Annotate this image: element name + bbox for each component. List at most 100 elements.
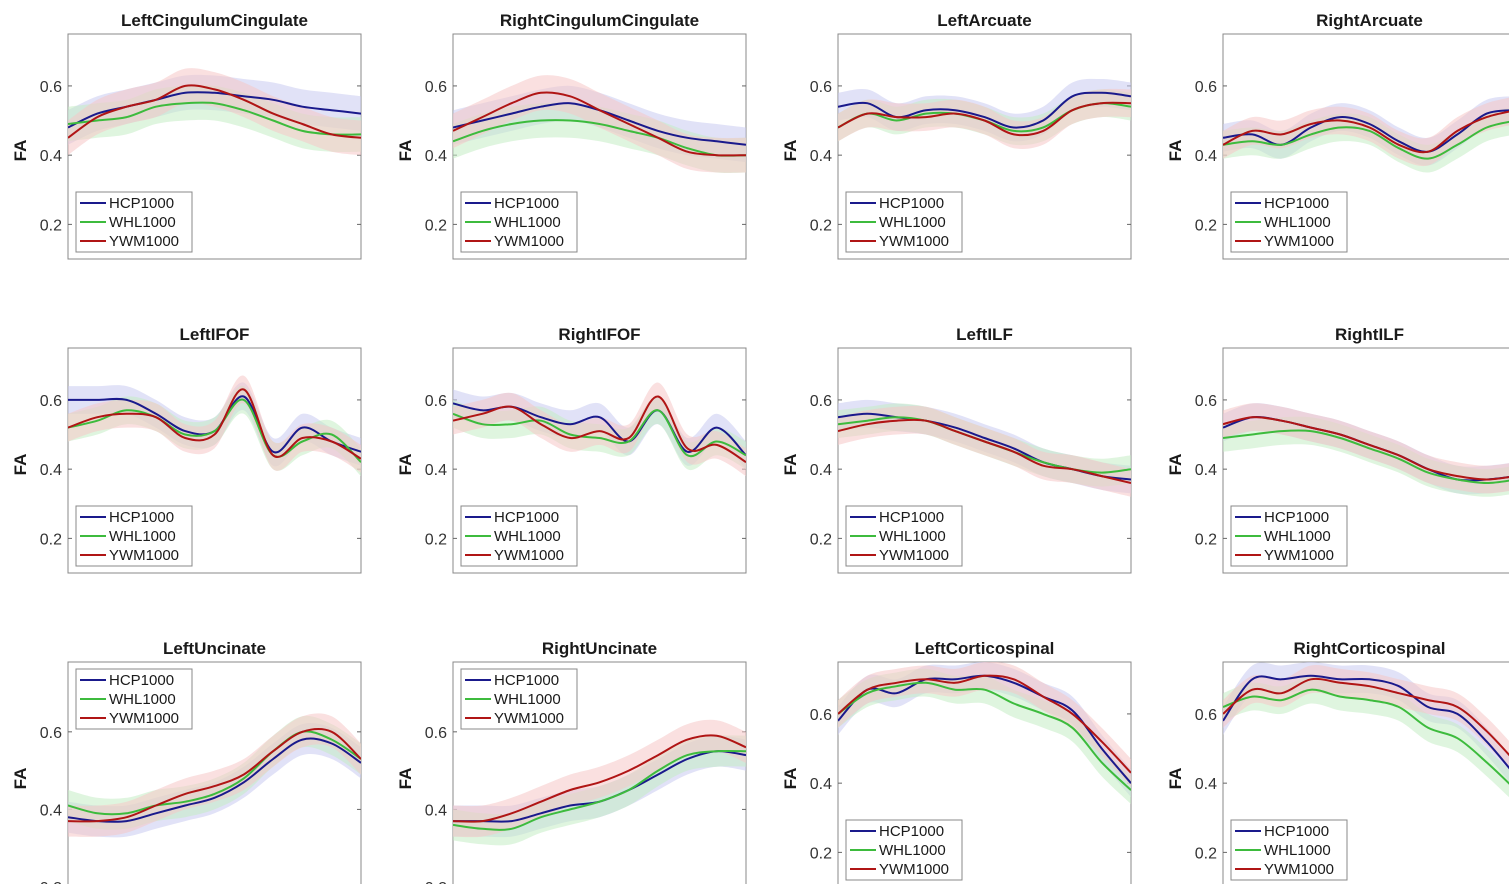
y-tick-label: 0.4 xyxy=(425,802,447,819)
band-YWM1000 xyxy=(1223,665,1509,769)
legend-label-WHL1000: WHL1000 xyxy=(494,214,561,231)
band-YWM1000 xyxy=(68,375,361,473)
legend-label-WHL1000: WHL1000 xyxy=(109,691,176,708)
y-tick-label: 0.2 xyxy=(810,845,832,862)
plot-area xyxy=(838,662,1131,804)
y-tick-label: 0.6 xyxy=(425,393,447,410)
plot-area xyxy=(68,375,361,477)
panel-title: LeftIFOF xyxy=(180,325,250,344)
y-axis-label: FA xyxy=(396,768,415,790)
plot-area xyxy=(1223,403,1509,497)
plot-area xyxy=(453,382,746,477)
line-YWM1000 xyxy=(838,101,1131,137)
y-axis-label: FA xyxy=(1166,140,1185,162)
y-tick-label: 0.2 xyxy=(1195,217,1217,234)
line-YWM1000 xyxy=(838,418,1131,484)
y-tick-label: 0.4 xyxy=(40,148,62,165)
legend-label-YWM1000: YWM1000 xyxy=(1264,861,1334,878)
line-YWM1000 xyxy=(838,674,1131,774)
y-tick-label: 0.4 xyxy=(1195,148,1217,165)
y-tick-label: 0.6 xyxy=(1195,79,1217,96)
panel-title: LeftCorticospinal xyxy=(915,639,1055,658)
line-YWM1000 xyxy=(68,727,361,823)
panel-LeftUncinate: LeftUncinate 0.2 0.4 0.6 FA HCP1000 WHL1000 YWM… xyxy=(11,639,362,884)
panel-title: RightIFOF xyxy=(558,325,640,344)
plot-area xyxy=(1223,96,1509,173)
panel-RightUncinate: RightUncinate 0.2 0.4 0.6 FA HCP1000 WHL1000 YW… xyxy=(396,639,747,884)
y-axis-label: FA xyxy=(396,140,415,162)
band-YWM1000 xyxy=(838,662,1131,787)
y-tick-label: 0.6 xyxy=(810,707,832,724)
y-tick-label: 0.6 xyxy=(810,79,832,96)
y-tick-label: 0.4 xyxy=(810,148,832,165)
panel-title: RightUncinate xyxy=(542,639,657,658)
line-HCP1000 xyxy=(838,91,1131,129)
line-WHL1000 xyxy=(453,749,746,831)
legend-label-WHL1000: WHL1000 xyxy=(494,691,561,708)
y-tick-label: 0.4 xyxy=(810,462,832,479)
line-YWM1000 xyxy=(453,734,746,823)
panel-title: RightCingulumCingulate xyxy=(500,11,699,30)
line-YWM1000 xyxy=(1223,416,1509,481)
y-axis-label: FA xyxy=(781,768,800,790)
y-tick-label: 0.2 xyxy=(40,217,62,234)
y-tick-label: 0.2 xyxy=(810,531,832,548)
band-YWM1000 xyxy=(453,382,746,477)
legend-label-WHL1000: WHL1000 xyxy=(494,528,561,545)
panel-RightCingulumCingulate: RightCingulumCingulate 0.2 0.4 0.6 FA HCP1000… xyxy=(396,11,747,260)
panel-LeftILF: LeftILF 0.2 0.4 0.6 FA HCP1000 WHL1000 YWM1000 xyxy=(781,325,1132,574)
band-YWM1000 xyxy=(68,713,361,837)
y-axis-label: FA xyxy=(396,454,415,476)
y-axis-label: FA xyxy=(11,140,30,162)
y-tick-label: 0.4 xyxy=(810,776,832,793)
y-axis-label: FA xyxy=(11,454,30,476)
panel-RightIFOF: RightIFOF 0.2 0.4 0.6 FA HCP1000 WHL1000 YWM100… xyxy=(396,325,747,574)
line-YWM1000 xyxy=(1223,110,1509,154)
panel-RightCorticospinal: RightCorticospinal 0.2 0.4 0.6 FA HCP1000 WHL1… xyxy=(1166,639,1509,884)
legend-label-HCP1000: HCP1000 xyxy=(494,509,559,526)
line-WHL1000 xyxy=(1223,429,1509,485)
legend-label-WHL1000: WHL1000 xyxy=(879,842,946,859)
y-tick-label: 0.2 xyxy=(40,880,62,884)
y-tick-label: 0.2 xyxy=(425,880,447,884)
legend-label-WHL1000: WHL1000 xyxy=(879,528,946,545)
legend-label-HCP1000: HCP1000 xyxy=(1264,195,1329,212)
legend-label-HCP1000: HCP1000 xyxy=(109,509,174,526)
y-tick-label: 0.2 xyxy=(40,531,62,548)
legend-label-HCP1000: HCP1000 xyxy=(879,509,944,526)
legend-label-HCP1000: HCP1000 xyxy=(109,672,174,689)
line-WHL1000 xyxy=(68,398,361,463)
panel-title: LeftUncinate xyxy=(163,639,266,658)
line-YWM1000 xyxy=(453,91,746,157)
legend-label-YWM1000: YWM1000 xyxy=(494,547,564,564)
legend-label-YWM1000: YWM1000 xyxy=(879,547,949,564)
legend-label-YWM1000: YWM1000 xyxy=(879,861,949,878)
panel-LeftArcuate: LeftArcuate 0.2 0.4 0.6 FA HCP1000 WHL1000 YWM1… xyxy=(781,11,1132,260)
line-YWM1000 xyxy=(453,395,746,464)
legend-label-YWM1000: YWM1000 xyxy=(109,710,179,727)
line-YWM1000 xyxy=(68,84,361,139)
legend-label-WHL1000: WHL1000 xyxy=(1264,214,1331,231)
legend-label-WHL1000: WHL1000 xyxy=(109,214,176,231)
y-tick-label: 0.6 xyxy=(425,725,447,742)
line-YWM1000 xyxy=(1223,677,1509,757)
panel-title: LeftArcuate xyxy=(937,11,1031,30)
y-tick-label: 0.2 xyxy=(425,217,447,234)
legend-label-HCP1000: HCP1000 xyxy=(494,195,559,212)
panel-LeftCingulumCingulate: LeftCingulumCingulate 0.2 0.4 0.6 FA HCP1000 W… xyxy=(11,11,362,260)
plot-area xyxy=(68,68,361,156)
legend-label-HCP1000: HCP1000 xyxy=(494,672,559,689)
plot-area xyxy=(453,75,746,173)
y-tick-label: 0.4 xyxy=(1195,462,1217,479)
y-tick-label: 0.6 xyxy=(40,393,62,410)
y-tick-label: 0.2 xyxy=(1195,845,1217,862)
y-tick-label: 0.2 xyxy=(425,531,447,548)
y-axis-label: FA xyxy=(1166,768,1185,790)
legend-label-WHL1000: WHL1000 xyxy=(1264,528,1331,545)
y-tick-label: 0.6 xyxy=(425,79,447,96)
y-tick-label: 0.4 xyxy=(1195,776,1217,793)
plot-area xyxy=(453,719,746,846)
y-tick-label: 0.6 xyxy=(1195,707,1217,724)
